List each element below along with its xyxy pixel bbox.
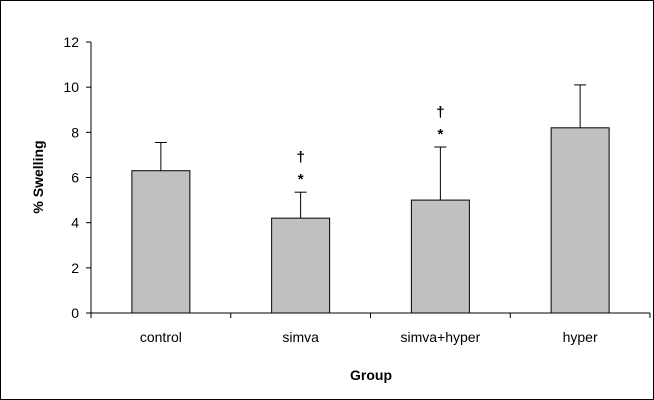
y-tick-label: 2 (71, 260, 79, 276)
y-tick-label: 4 (71, 215, 79, 231)
x-axis (90, 312, 651, 318)
x-category-label: simva+hyper (400, 329, 480, 345)
x-axis-categories: control simva simva+hyper hyper (140, 329, 598, 345)
x-category-label: control (140, 329, 182, 345)
significance-marker: * (437, 126, 443, 143)
significance-marker: † (436, 104, 444, 121)
bar-simva+hyper (410, 199, 470, 314)
y-axis-title: % Swelling (30, 140, 46, 213)
y-axis-ticks: 0 2 4 6 8 10 12 (63, 34, 91, 321)
error-bars (154, 84, 587, 219)
annotations: † * † * (296, 104, 444, 188)
y-tick-label: 0 (71, 305, 79, 321)
significance-marker: † (296, 149, 304, 166)
y-tick-label: 8 (71, 124, 79, 140)
bar-control (131, 170, 191, 314)
x-axis-title: Group (350, 367, 392, 383)
bar-simva (271, 217, 331, 314)
x-category-label: simva (282, 329, 319, 345)
x-category-label: hyper (563, 329, 598, 345)
y-tick-label: 6 (71, 170, 79, 186)
bars (131, 127, 610, 314)
y-tick-label: 12 (63, 34, 79, 50)
bar-hyper (550, 127, 610, 314)
y-tick-label: 10 (63, 79, 79, 95)
significance-marker: * (298, 171, 304, 188)
